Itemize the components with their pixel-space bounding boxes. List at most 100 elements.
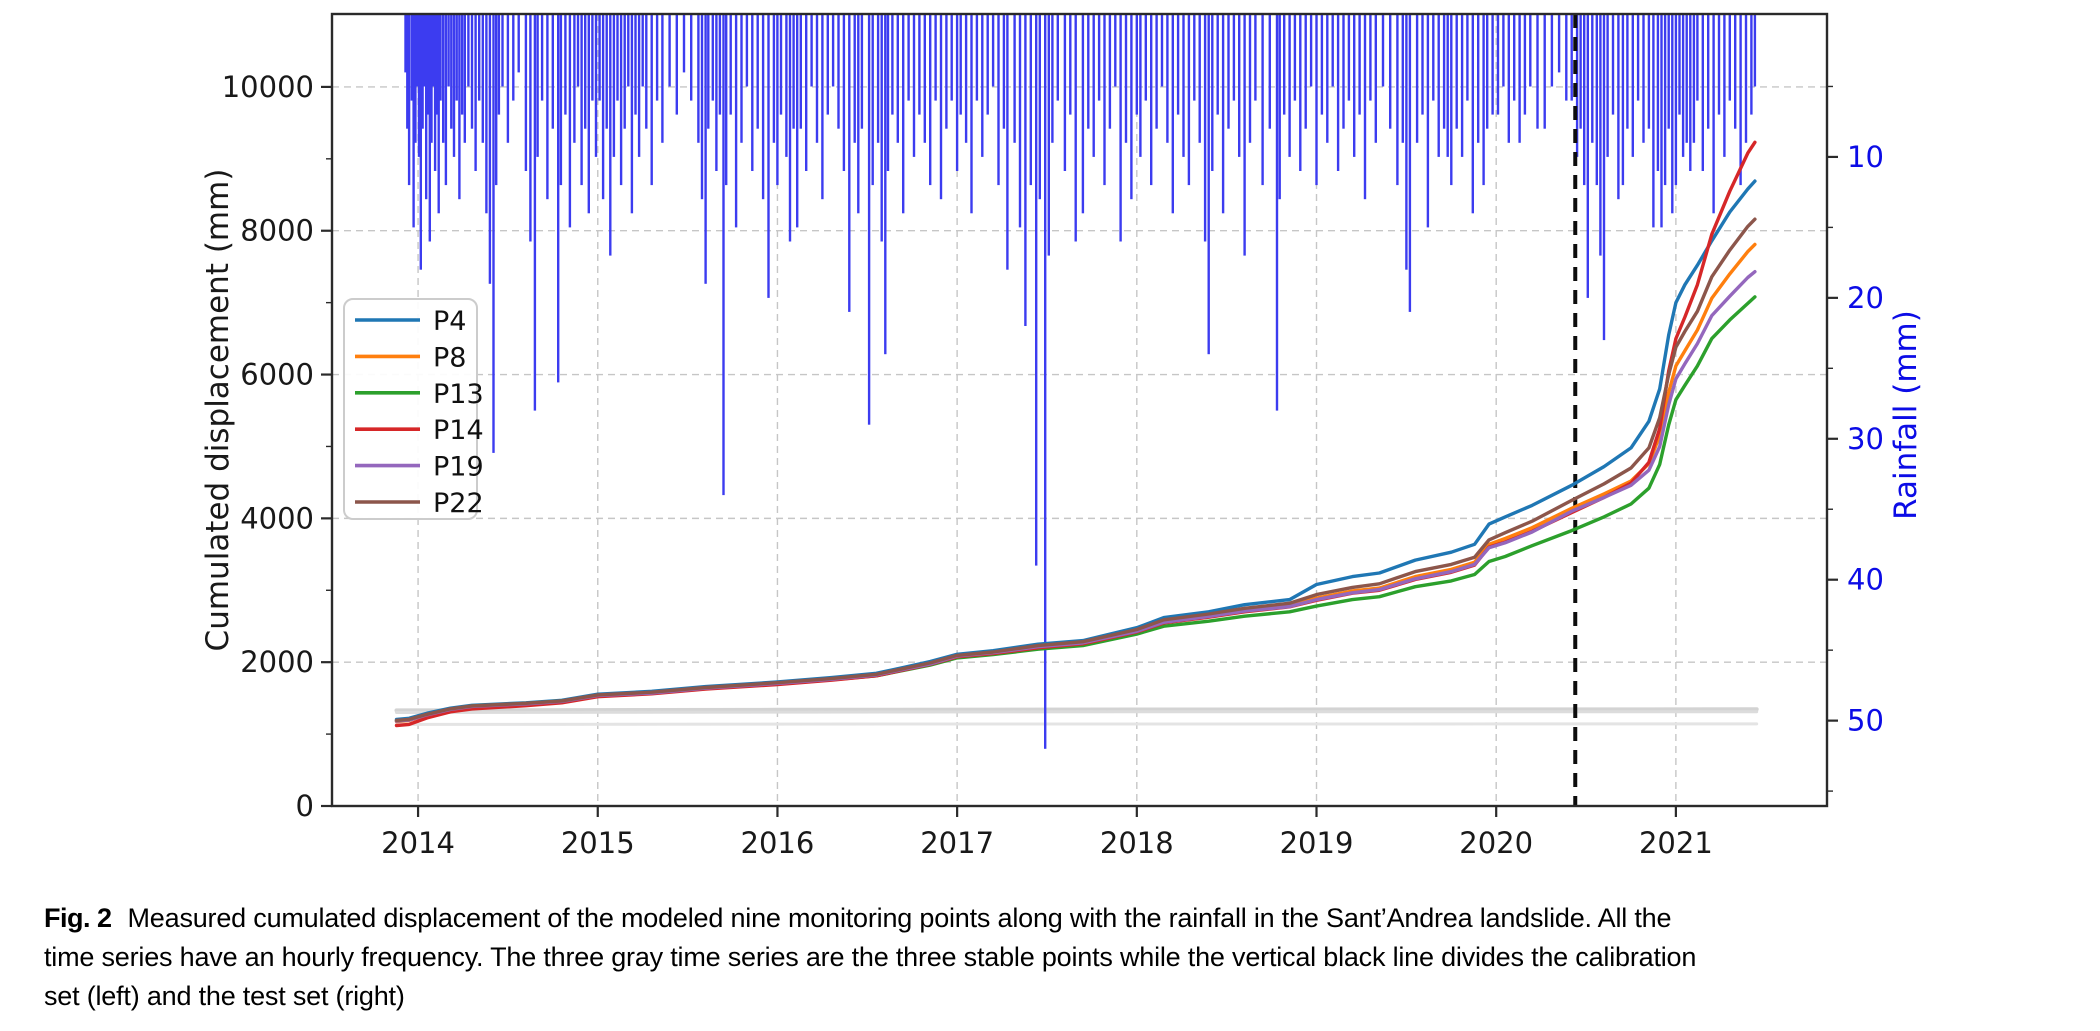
rain-bar — [1591, 14, 1594, 143]
rain-bar — [1304, 14, 1307, 129]
rain-bar — [945, 14, 948, 129]
rain-bar — [821, 14, 824, 200]
rain-bar — [1261, 14, 1264, 186]
legend-label-P22: P22 — [433, 488, 484, 519]
rain-bar — [1155, 14, 1158, 129]
plot-border — [330, 12, 1829, 808]
rain-bar — [1432, 14, 1435, 101]
rain-bar — [1006, 14, 1009, 270]
rain-bar — [437, 14, 440, 214]
rain-bar — [1450, 14, 1453, 186]
stable-series-stable-2 — [395, 710, 1759, 714]
rain-bar — [1586, 14, 1589, 298]
rain-bar — [1243, 14, 1246, 256]
rain-bar — [435, 14, 439, 115]
x-tick-label: 2018 — [1100, 826, 1174, 860]
rain-bar — [1401, 14, 1404, 143]
rain-bar — [1660, 14, 1663, 228]
rain-bar — [1144, 14, 1147, 101]
rain-bar — [481, 14, 484, 143]
rain-bar — [1717, 14, 1721, 115]
rain-bar — [1293, 14, 1297, 101]
rain-bar — [1482, 14, 1485, 186]
rain-bar — [559, 14, 563, 186]
rain-bar — [1518, 14, 1521, 143]
rain-bar — [1130, 14, 1133, 200]
rain-bar — [1579, 14, 1582, 129]
rain-bar — [722, 14, 725, 496]
rain-bar — [1063, 14, 1067, 171]
rain-bar — [756, 14, 759, 129]
rain-bar — [715, 14, 718, 171]
displacement-rainfall-chart: 2014 2015 2016 2017 2018 2019 2020 2021 0 2000 400… — [200, 12, 1924, 860]
rain-bar — [407, 14, 411, 186]
rain-bar — [612, 14, 616, 157]
rain-bar — [609, 14, 612, 256]
rain-bar — [1663, 14, 1667, 186]
rain-bar — [1636, 14, 1640, 101]
rain-bar — [450, 14, 453, 129]
rain-bar — [421, 14, 424, 129]
rain-bar — [1331, 14, 1334, 87]
rain-bar — [1647, 14, 1651, 129]
rain-bar — [761, 14, 765, 200]
rain-bar — [1097, 14, 1101, 101]
rain-bar — [1353, 14, 1356, 157]
legend-item-P4: P4 — [355, 306, 466, 337]
rain-bar — [598, 14, 601, 101]
rain-bar — [634, 14, 637, 115]
x-tick-label: 2021 — [1639, 826, 1713, 860]
series-line-P13 — [394, 295, 1757, 723]
displacement-series — [394, 140, 1757, 728]
y-left-tick-label: 2000 — [240, 645, 314, 679]
rain-bar — [867, 14, 871, 425]
legend: P4 P8 P13 P14 P19 P22 — [343, 298, 484, 520]
rain-bar — [410, 14, 413, 101]
rain-bar — [751, 14, 754, 171]
rain-bar — [1486, 14, 1489, 129]
legend-item-P13: P13 — [355, 379, 484, 410]
rain-bar — [1502, 14, 1505, 87]
rain-bar — [1024, 14, 1027, 326]
rain-bar — [470, 14, 474, 129]
rain-bar — [1275, 14, 1279, 411]
rain-bar — [842, 14, 846, 171]
rain-bar — [1455, 14, 1458, 129]
rain-bar — [912, 14, 916, 157]
rain-bar — [1408, 14, 1412, 312]
rain-bar — [1460, 14, 1464, 157]
rain-bar — [729, 14, 732, 115]
rain-bar — [837, 14, 840, 129]
rain-bar — [880, 14, 883, 242]
rain-bar — [587, 14, 590, 214]
rain-bar — [637, 14, 641, 157]
rain-bar — [1446, 14, 1449, 157]
series-line-P8 — [394, 242, 1757, 724]
rain-bar — [918, 14, 921, 115]
rain-bar — [1692, 14, 1696, 143]
rain-bar — [1018, 14, 1022, 228]
rain-bar — [986, 14, 989, 115]
legend-label-P4: P4 — [433, 306, 466, 337]
caption-line-2: time series have an hourly frequency. Th… — [44, 942, 1697, 972]
rain-bar — [1288, 14, 1291, 157]
y-left-tick-label: 6000 — [240, 358, 314, 392]
rain-bar — [776, 14, 779, 186]
rain-bar — [1685, 14, 1688, 143]
rain-bar — [1565, 14, 1568, 101]
rain-bar — [458, 14, 461, 200]
rain-bar — [1611, 14, 1615, 115]
y-left-axis-title: Cumulated displacement (mm) — [200, 169, 236, 652]
rain-bar — [1471, 14, 1474, 214]
rain-bar — [1602, 14, 1606, 341]
rain-bar — [711, 14, 714, 101]
axis-ticks — [321, 85, 1838, 817]
rain-bar — [779, 14, 783, 115]
rain-bar — [1421, 14, 1424, 115]
rain-bar — [536, 14, 539, 157]
rain-bar — [1712, 14, 1715, 214]
rain-bar — [623, 14, 626, 129]
legend-label-P13: P13 — [433, 379, 484, 410]
rain-bar — [576, 14, 580, 87]
